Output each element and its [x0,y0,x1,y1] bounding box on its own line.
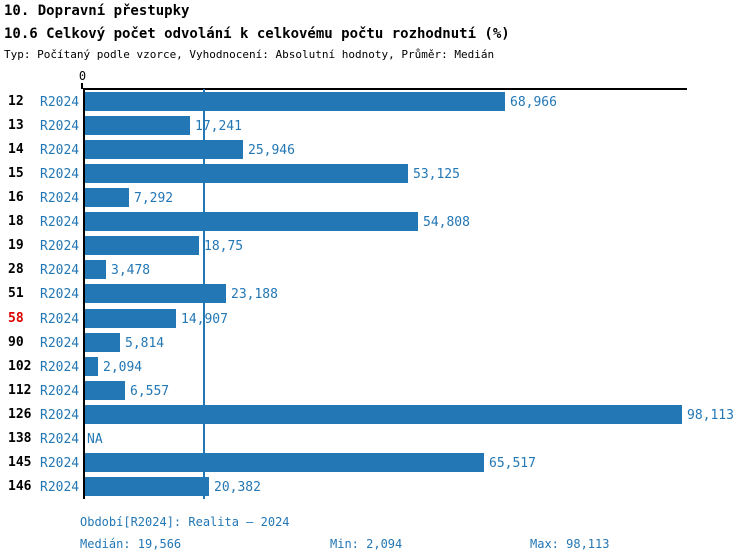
row-series-label: R2024 [40,311,80,327]
bar [85,236,199,256]
bar [85,380,125,400]
row-series-label: R2024 [40,407,80,423]
bar-value-label: 17,241 [195,119,242,135]
chart-row-138: 138 R2024 NA [0,428,750,452]
row-series-label: R2024 [40,335,80,351]
bar-value-label: 6,557 [130,383,170,399]
row-series-label: R2024 [40,383,80,399]
chart-rows: 12 R2024 68,966 13 R2024 17,241 14 R2024 25,946 1… [0,91,750,501]
row-id-label: 18 [8,214,24,230]
bar [85,92,505,111]
bar [85,284,226,304]
chart-row-14: 14 R2024 25,946 [0,139,750,163]
bar-value-label: 54,808 [423,215,470,231]
row-id-label: 90 [8,334,24,350]
row-id-label: 102 [8,358,32,374]
row-series-label: R2024 [40,191,80,207]
chart-meta-line: Typ: Počítaný podle vzorce, Vyhodnocení:… [4,48,495,61]
chart-row-102: 102 R2024 2,094 [0,356,750,380]
bar-value-label: 98,113 [687,407,734,423]
bar-value-label: 3,478 [111,263,151,279]
chart-row-15: 15 R2024 53,125 [0,163,750,187]
bar [85,308,176,328]
x-axis-zero-tick [81,83,83,89]
chart-row-12: 12 R2024 68,966 [0,91,750,115]
row-id-label: 58 [8,310,24,326]
bar-value-label: NA [87,431,103,447]
chart-row-16: 16 R2024 7,292 [0,187,750,211]
chart-row-19: 19 R2024 18,75 [0,235,750,259]
bar [85,356,98,376]
row-id-label: 12 [8,94,24,109]
row-id-label: 138 [8,430,32,446]
row-id-label: 15 [8,166,24,182]
bar [85,188,129,208]
bar-value-label: 25,946 [248,143,295,159]
bar-value-label: 2,094 [103,359,143,375]
row-series-label: R2024 [40,119,80,135]
row-id-label: 28 [8,262,24,278]
bar [85,404,682,424]
report-title: 10. Dopravní přestupky [4,3,190,19]
bar [85,332,120,352]
bar-value-label: 68,966 [510,95,557,110]
bar-value-label: 7,292 [134,191,174,207]
chart-row-90: 90 R2024 5,814 [0,332,750,356]
bar [85,452,484,472]
row-id-label: 126 [8,406,32,422]
row-id-label: 146 [8,478,32,494]
footer-period-label: Období[R2024]: Realita – 2024 [80,515,290,529]
row-id-label: 112 [8,382,32,398]
row-series-label: R2024 [40,431,80,447]
footer-min-label: Min: 2,094 [330,537,403,551]
chart-row-18: 18 R2024 54,808 [0,211,750,235]
row-series-label: R2024 [40,143,80,159]
bar-value-label: 53,125 [413,167,460,183]
footer-median-label: Medián: 19,566 [80,537,182,551]
chart-row-13: 13 R2024 17,241 [0,115,750,139]
row-series-label: R2024 [40,215,80,231]
x-axis-line [83,88,687,90]
chart-row-51: 51 R2024 23,188 [0,283,750,307]
chart-row-112: 112 R2024 6,557 [0,380,750,404]
bar-value-label: 14,907 [181,311,228,327]
bar [85,212,418,232]
row-id-label: 14 [8,142,24,158]
chart-row-146: 146 R2024 20,382 [0,476,750,500]
row-id-label: 51 [8,286,24,302]
bar [85,260,106,280]
footer-max-label: Max: 98,113 [530,537,610,551]
row-series-label: R2024 [40,167,80,183]
chart-row-126: 126 R2024 98,113 [0,404,750,428]
bar [85,140,243,160]
row-id-label: 19 [8,238,24,254]
bar-value-label: 65,517 [489,455,536,471]
indicator-title: 10.6 Celkový počet odvolání k celkovému … [4,26,510,42]
chart-row-145: 145 R2024 65,517 [0,452,750,476]
bar [85,164,408,184]
row-series-label: R2024 [40,95,80,110]
row-series-label: R2024 [40,287,80,303]
row-id-label: 16 [8,190,24,206]
row-id-label: 145 [8,454,32,470]
bar-value-label: 5,814 [125,335,165,351]
chart-row-28: 28 R2024 3,478 [0,259,750,283]
row-series-label: R2024 [40,359,80,375]
bar [85,116,190,136]
row-series-label: R2024 [40,239,80,255]
bar [85,476,209,496]
row-series-label: R2024 [40,263,80,279]
y-axis-line [83,88,85,499]
bar-value-label: 20,382 [214,479,261,495]
x-axis-zero-label: 0 [78,69,87,83]
bar-value-label: 18,75 [204,239,244,255]
row-series-label: R2024 [40,455,80,471]
bar-value-label: 23,188 [231,287,278,303]
row-series-label: R2024 [40,479,80,495]
row-id-label: 13 [8,118,24,134]
chart-row-58: 58 R2024 14,907 [0,308,750,332]
